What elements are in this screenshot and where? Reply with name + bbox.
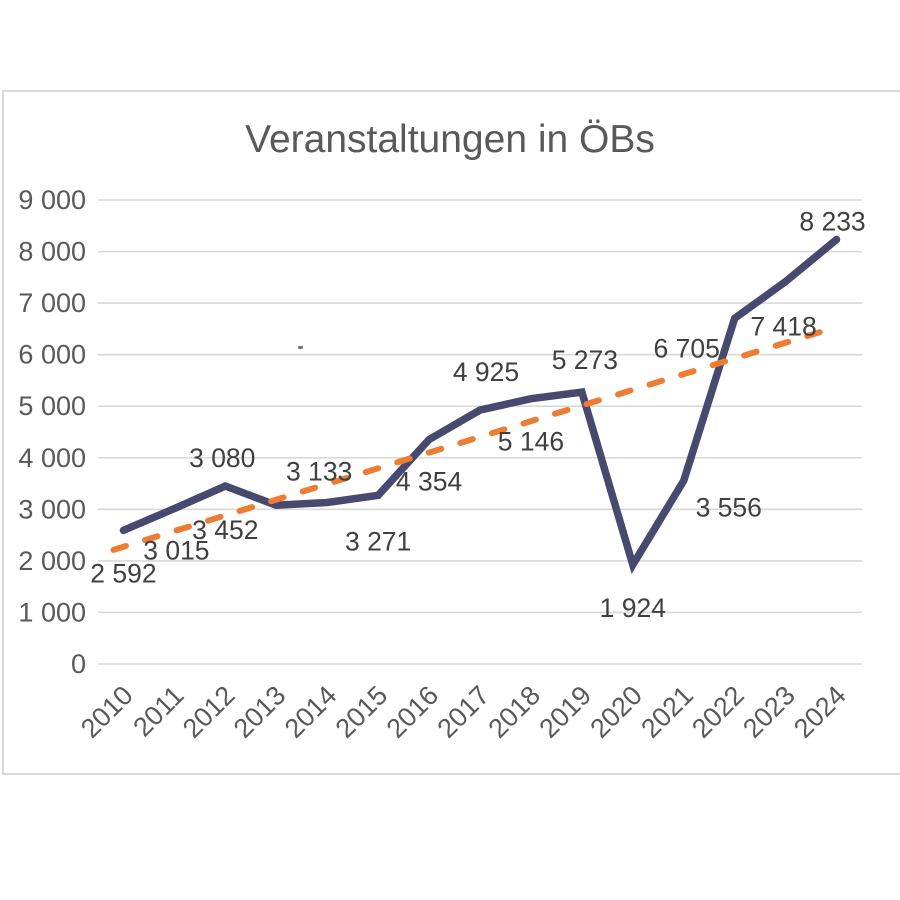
x-axis-tick-label: 2015 bbox=[330, 680, 394, 744]
data-label: 8 233 bbox=[799, 207, 865, 237]
y-axis-tick-label: 0 bbox=[71, 649, 86, 679]
y-axis-tick-label: 8 000 bbox=[18, 237, 86, 267]
data-label: 3 452 bbox=[192, 515, 258, 545]
artifact-speck bbox=[298, 346, 303, 349]
x-axis-tick-label: 2024 bbox=[788, 680, 852, 744]
data-label: 6 705 bbox=[654, 333, 720, 363]
x-axis-tick-label: 2022 bbox=[686, 680, 750, 744]
series-line bbox=[119, 235, 841, 575]
chart-frame bbox=[2, 90, 900, 775]
y-axis-tick-label: 1 000 bbox=[18, 597, 86, 627]
x-axis-tick-label: 2016 bbox=[381, 680, 445, 744]
data-label: 5 146 bbox=[498, 427, 564, 457]
data-label: 7 418 bbox=[750, 312, 816, 342]
data-label: 3 556 bbox=[696, 493, 762, 523]
y-axis-tick-label: 2 000 bbox=[18, 546, 86, 576]
data-label: 4 354 bbox=[396, 467, 462, 497]
data-label: 4 925 bbox=[453, 357, 519, 387]
data-label: 3 080 bbox=[189, 443, 255, 473]
trendline-dashed bbox=[110, 323, 841, 553]
y-axis-tick-label: 9 000 bbox=[18, 185, 86, 215]
data-label: 1 924 bbox=[600, 593, 666, 623]
y-axis-tick-label: 7 000 bbox=[18, 288, 86, 318]
x-axis-tick-label: 2019 bbox=[533, 680, 597, 744]
x-axis-tick-label: 2017 bbox=[432, 680, 496, 744]
data-label: 3 015 bbox=[143, 536, 209, 566]
x-axis-tick-label: 2014 bbox=[279, 680, 343, 744]
y-axis-tick-label: 3 000 bbox=[18, 494, 86, 524]
x-axis-tick-label: 2011 bbox=[127, 680, 189, 742]
y-axis-tick-label: 6 000 bbox=[18, 340, 86, 370]
x-axis-tick-label: 2012 bbox=[177, 680, 241, 744]
data-label: 2 592 bbox=[90, 558, 156, 588]
chart-title: Veranstaltungen in ÖBs bbox=[245, 118, 655, 161]
x-axis-tick-label: 2013 bbox=[228, 680, 292, 744]
x-axis-tick-label: 2023 bbox=[737, 680, 801, 744]
data-label: 5 273 bbox=[552, 345, 618, 375]
data-label: 3 271 bbox=[345, 526, 411, 556]
x-axis-tick-label: 2021 bbox=[635, 680, 699, 744]
y-axis-tick-label: 4 000 bbox=[18, 443, 86, 473]
data-label: 3 133 bbox=[286, 456, 352, 486]
y-axis-tick-label: 5 000 bbox=[18, 391, 86, 421]
x-axis-tick-label: 2020 bbox=[584, 680, 648, 744]
x-axis-tick-label: 2018 bbox=[482, 680, 546, 744]
x-axis-tick-label: 2010 bbox=[75, 680, 139, 744]
